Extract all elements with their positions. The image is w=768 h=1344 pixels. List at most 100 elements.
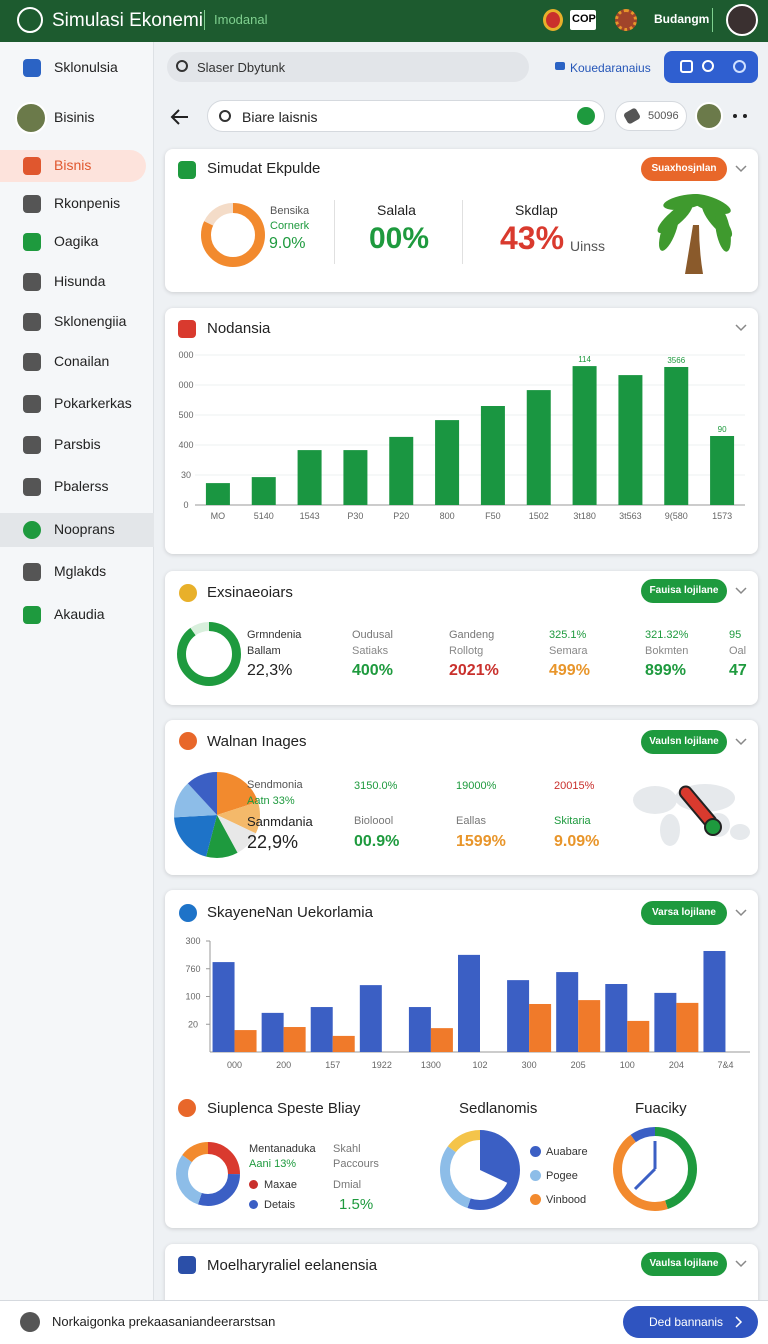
sidebar-item[interactable]: Pbalerss — [54, 478, 109, 494]
button-icon — [733, 60, 746, 73]
badge-label[interactable]: Varsa lojilane — [652, 907, 716, 918]
y-tick-label: 20 — [188, 1019, 198, 1029]
badge-button[interactable] — [641, 901, 727, 925]
bar — [297, 450, 322, 505]
bar — [605, 984, 628, 1052]
sidebar-icon — [23, 273, 41, 291]
bar — [529, 1003, 552, 1052]
stat-label: 19000% — [456, 780, 497, 792]
footer-button[interactable] — [623, 1306, 758, 1338]
hand — [633, 1167, 657, 1191]
y-tick-label: 500 — [178, 410, 193, 420]
stat-label: Salala — [377, 202, 416, 218]
x-tick-label: 9(580 — [665, 511, 688, 521]
sidebar-item[interactable]: Sklonengiia — [54, 313, 127, 329]
badge-label[interactable]: Suaxhosjnlan — [651, 163, 717, 174]
ring-segment — [177, 622, 241, 686]
stat-label: 20015% — [554, 780, 595, 792]
sidebar-icon — [23, 478, 41, 496]
badge-button[interactable] — [641, 157, 727, 181]
bar — [458, 954, 480, 1052]
ring-segment — [174, 772, 260, 858]
app-title: Simulasi Ekonemi — [52, 10, 203, 31]
label: Skahl — [333, 1143, 361, 1155]
badge-label[interactable]: Vaulsa lojilane — [649, 1258, 719, 1269]
label: Paccours — [333, 1158, 379, 1170]
icon — [178, 1099, 196, 1117]
footer-icon — [20, 1312, 40, 1332]
sidebar-item[interactable]: Rkonpenis — [54, 195, 121, 211]
add-button[interactable] — [577, 107, 595, 125]
bar-chart: 20 100 760 300 000 200 157 1922 1300 102 300 205 100… — [185, 936, 750, 1070]
bar — [310, 1007, 333, 1052]
x-tick-label: 1922 — [372, 1060, 392, 1070]
badge-button[interactable] — [641, 1252, 727, 1276]
sidebar-item[interactable]: Hisunda — [54, 273, 106, 289]
sidebar-icon — [23, 353, 41, 371]
x-tick-label: 3t563 — [619, 511, 642, 521]
footer-text: Norkaigonka prekaasaniandeerarstsan — [52, 1314, 276, 1329]
badge-label[interactable]: Fauisa lojilane — [649, 585, 719, 596]
bar — [556, 972, 579, 1052]
legend-dot — [530, 1146, 541, 1157]
card-title: Walnan Inages — [207, 733, 307, 750]
ring-segment — [174, 772, 260, 858]
avatar — [15, 102, 47, 134]
bar — [343, 450, 368, 505]
x-tick-label: 000 — [227, 1060, 242, 1070]
chevron — [735, 738, 747, 746]
badge-label[interactable]: Vaulsn lojilane — [649, 736, 719, 747]
toolbar-link[interactable]: Kouedaranaius — [570, 61, 651, 75]
stat-value: 1599% — [456, 833, 506, 850]
search-field[interactable] — [167, 52, 529, 82]
x-tick-label: 1543 — [300, 511, 320, 521]
sidebar-item[interactable]: Mglakds — [54, 563, 107, 579]
stat-label: Bioloool — [354, 815, 394, 827]
gear-icon[interactable] — [615, 9, 637, 31]
bar — [359, 985, 382, 1052]
sidebar-item[interactable]: Sklonulsia — [54, 59, 118, 75]
search-text[interactable]: Biare laisnis — [242, 109, 318, 125]
bar — [627, 1020, 650, 1052]
x-tick-label: 3t180 — [573, 511, 596, 521]
bar-chart: 0 30 400 500 000 000 MO 5140 1543 P30 P20 800 F50 150… — [178, 350, 745, 521]
stat-label: Skitaria — [554, 815, 591, 827]
card-title: Moelharyraliel eelanensia — [207, 1257, 378, 1274]
pie — [174, 772, 260, 858]
icon — [178, 320, 196, 338]
clock-hand — [633, 1141, 657, 1191]
badge-button[interactable] — [641, 730, 727, 754]
x-tick-label: 1502 — [529, 511, 549, 521]
top-bar — [0, 0, 768, 42]
bar — [664, 367, 689, 505]
x-tick-label: P20 — [393, 511, 409, 521]
legend-dot — [249, 1180, 258, 1189]
sidebar-item[interactable]: Bisnis — [54, 157, 92, 173]
panel-title: Fuaciky — [635, 1100, 687, 1117]
search-field[interactable] — [207, 100, 605, 132]
badge-button[interactable] — [641, 579, 727, 603]
sidebar-item[interactable]: Conailan — [54, 353, 110, 369]
chevron-path — [735, 1316, 743, 1328]
avatar[interactable] — [695, 102, 723, 130]
chip-label[interactable]: 50096 — [648, 110, 679, 122]
legend-dot — [249, 1200, 258, 1209]
ring-segment — [174, 772, 260, 858]
avatar[interactable] — [726, 4, 758, 36]
bar — [572, 366, 597, 505]
sidebar-item[interactable]: Oagika — [54, 233, 99, 249]
sidebar-item[interactable]: Parsbis — [54, 436, 101, 452]
sidebar-item[interactable]: Nooprans — [54, 521, 115, 537]
bar — [578, 1000, 601, 1052]
sidebar-item[interactable]: Akaudia — [54, 606, 105, 622]
stat-value: 43% — [500, 220, 565, 256]
search-placeholder[interactable]: Slaser Dbytunk — [197, 60, 286, 75]
chevron-path — [735, 738, 747, 746]
sidebar-icon — [23, 606, 41, 624]
leaf — [715, 208, 731, 252]
sidebar-item[interactable]: Pokarkerkas — [54, 395, 132, 411]
more-button[interactable] — [733, 114, 747, 118]
sidebar-item[interactable]: Bisinis — [54, 109, 95, 125]
footer-button-label[interactable]: Ded bannanis — [649, 1315, 724, 1329]
sidebar-icon — [23, 313, 41, 331]
